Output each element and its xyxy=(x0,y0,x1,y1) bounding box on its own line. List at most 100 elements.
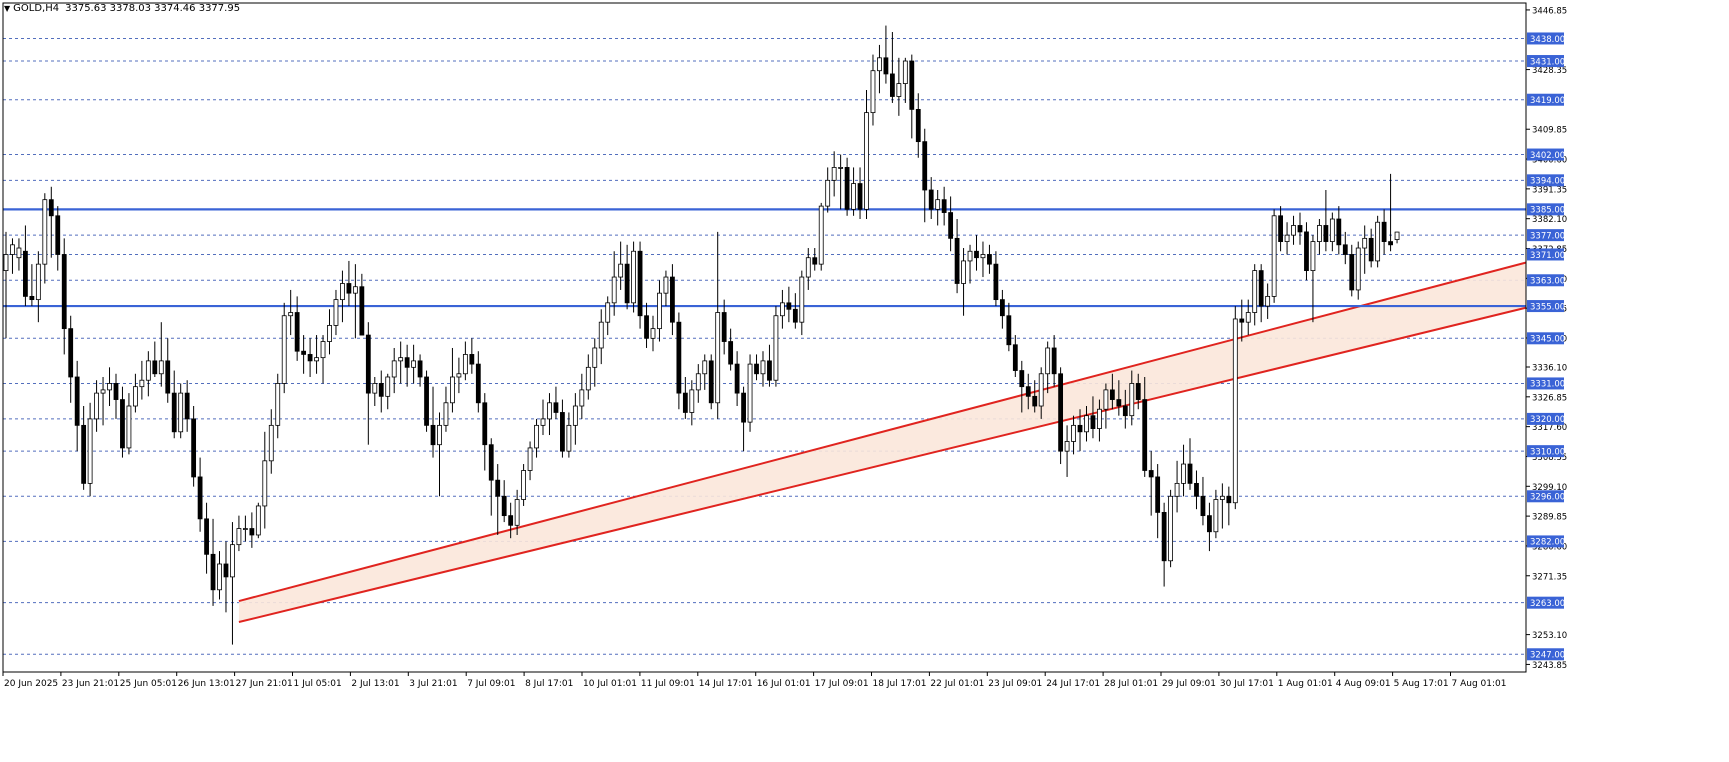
level-price-tag xyxy=(1527,229,1564,242)
candle xyxy=(805,248,811,290)
candle xyxy=(450,347,455,413)
level-price-tag xyxy=(1527,535,1564,548)
candle-body xyxy=(171,392,177,433)
candle-body xyxy=(55,215,61,255)
candle xyxy=(1200,476,1206,526)
time-tick-label: 29 Jul 09:01 xyxy=(1162,679,1216,689)
candle-body xyxy=(928,189,934,210)
candle xyxy=(896,57,902,116)
candle xyxy=(980,241,986,278)
candle-body xyxy=(29,295,35,301)
candle-body xyxy=(767,360,772,381)
candle-body xyxy=(508,515,514,526)
price-tick-label: 3336.10 xyxy=(1532,364,1567,374)
candle-body xyxy=(236,528,242,546)
price-tick-label: 3409.85 xyxy=(1532,126,1567,136)
candle-body xyxy=(1304,231,1309,271)
candle xyxy=(773,306,779,387)
candle-body xyxy=(488,444,494,481)
candle xyxy=(1181,444,1186,497)
candle xyxy=(1135,373,1141,410)
candle xyxy=(702,354,708,390)
price-tick-label: 3243.85 xyxy=(1532,661,1567,671)
candle xyxy=(1245,299,1251,336)
candle-body xyxy=(1051,347,1057,375)
level-price-tag xyxy=(1527,148,1564,161)
candle xyxy=(883,25,889,84)
candle-body xyxy=(1271,215,1277,297)
candle xyxy=(1012,335,1018,377)
candle-body xyxy=(204,518,209,555)
candle-body xyxy=(1388,241,1393,246)
candle-body xyxy=(741,392,746,423)
time-tick-label: 3 Jul 21:01 xyxy=(409,679,457,689)
candle xyxy=(184,380,190,432)
time-tick-label: 24 Jul 17:01 xyxy=(1046,679,1100,689)
candle xyxy=(501,480,507,523)
candle-body xyxy=(1122,405,1128,417)
candle xyxy=(1342,231,1348,265)
candle xyxy=(747,354,753,432)
candle xyxy=(81,406,87,490)
candle-body xyxy=(566,424,572,452)
candle-body xyxy=(721,312,727,342)
candle xyxy=(514,489,520,535)
candle xyxy=(417,354,423,387)
candle xyxy=(857,167,863,220)
level-price-tag xyxy=(1527,274,1564,287)
candle-body xyxy=(16,247,22,259)
candle xyxy=(411,344,417,384)
candle xyxy=(249,512,255,548)
candle-body xyxy=(68,328,74,378)
time-tick-label: 11 Jul 09:01 xyxy=(641,679,695,689)
candle-body xyxy=(230,544,235,578)
candle xyxy=(1006,302,1012,352)
candle-body xyxy=(145,360,151,381)
candle-body xyxy=(365,334,371,394)
key-levels xyxy=(3,208,1526,308)
candle-body xyxy=(560,412,565,452)
candle-body xyxy=(217,563,222,591)
candle-body xyxy=(443,402,449,426)
candle-body xyxy=(1317,225,1322,242)
candle xyxy=(378,370,384,413)
channel-upper-line xyxy=(238,261,1527,603)
candle xyxy=(430,386,436,458)
candle xyxy=(424,370,429,432)
candle xyxy=(786,286,792,323)
candle-body xyxy=(385,376,391,397)
candle xyxy=(1187,438,1193,490)
candle xyxy=(1129,370,1135,426)
candle xyxy=(87,402,93,497)
candle-body xyxy=(715,312,721,404)
candle-body xyxy=(844,167,850,210)
candle xyxy=(1103,383,1109,429)
candle-body xyxy=(152,360,158,375)
candle-body xyxy=(670,276,675,323)
candle xyxy=(404,344,410,387)
candle xyxy=(152,341,158,377)
level-price-tag xyxy=(1527,332,1564,345)
candle-body xyxy=(682,392,688,413)
candle xyxy=(3,231,9,339)
candle-body xyxy=(864,112,869,210)
candle-body xyxy=(838,167,844,169)
candle xyxy=(572,393,578,445)
candle xyxy=(139,360,145,400)
candle-body xyxy=(107,383,112,391)
candle xyxy=(715,231,721,419)
candle xyxy=(1168,489,1173,568)
candle xyxy=(928,177,934,220)
time-tick-label: 2 Jul 13:01 xyxy=(351,679,399,689)
candle xyxy=(1271,209,1277,303)
candle xyxy=(288,289,294,336)
time-tick-label: 20 Jun 2025 xyxy=(4,679,58,689)
candle xyxy=(844,157,850,216)
candle-body xyxy=(1181,463,1186,484)
candle-body xyxy=(611,276,617,304)
candle xyxy=(462,341,468,381)
dropdown-triangle-icon[interactable]: ▼ xyxy=(4,4,11,13)
candle xyxy=(307,338,313,377)
candle-body xyxy=(624,263,630,304)
